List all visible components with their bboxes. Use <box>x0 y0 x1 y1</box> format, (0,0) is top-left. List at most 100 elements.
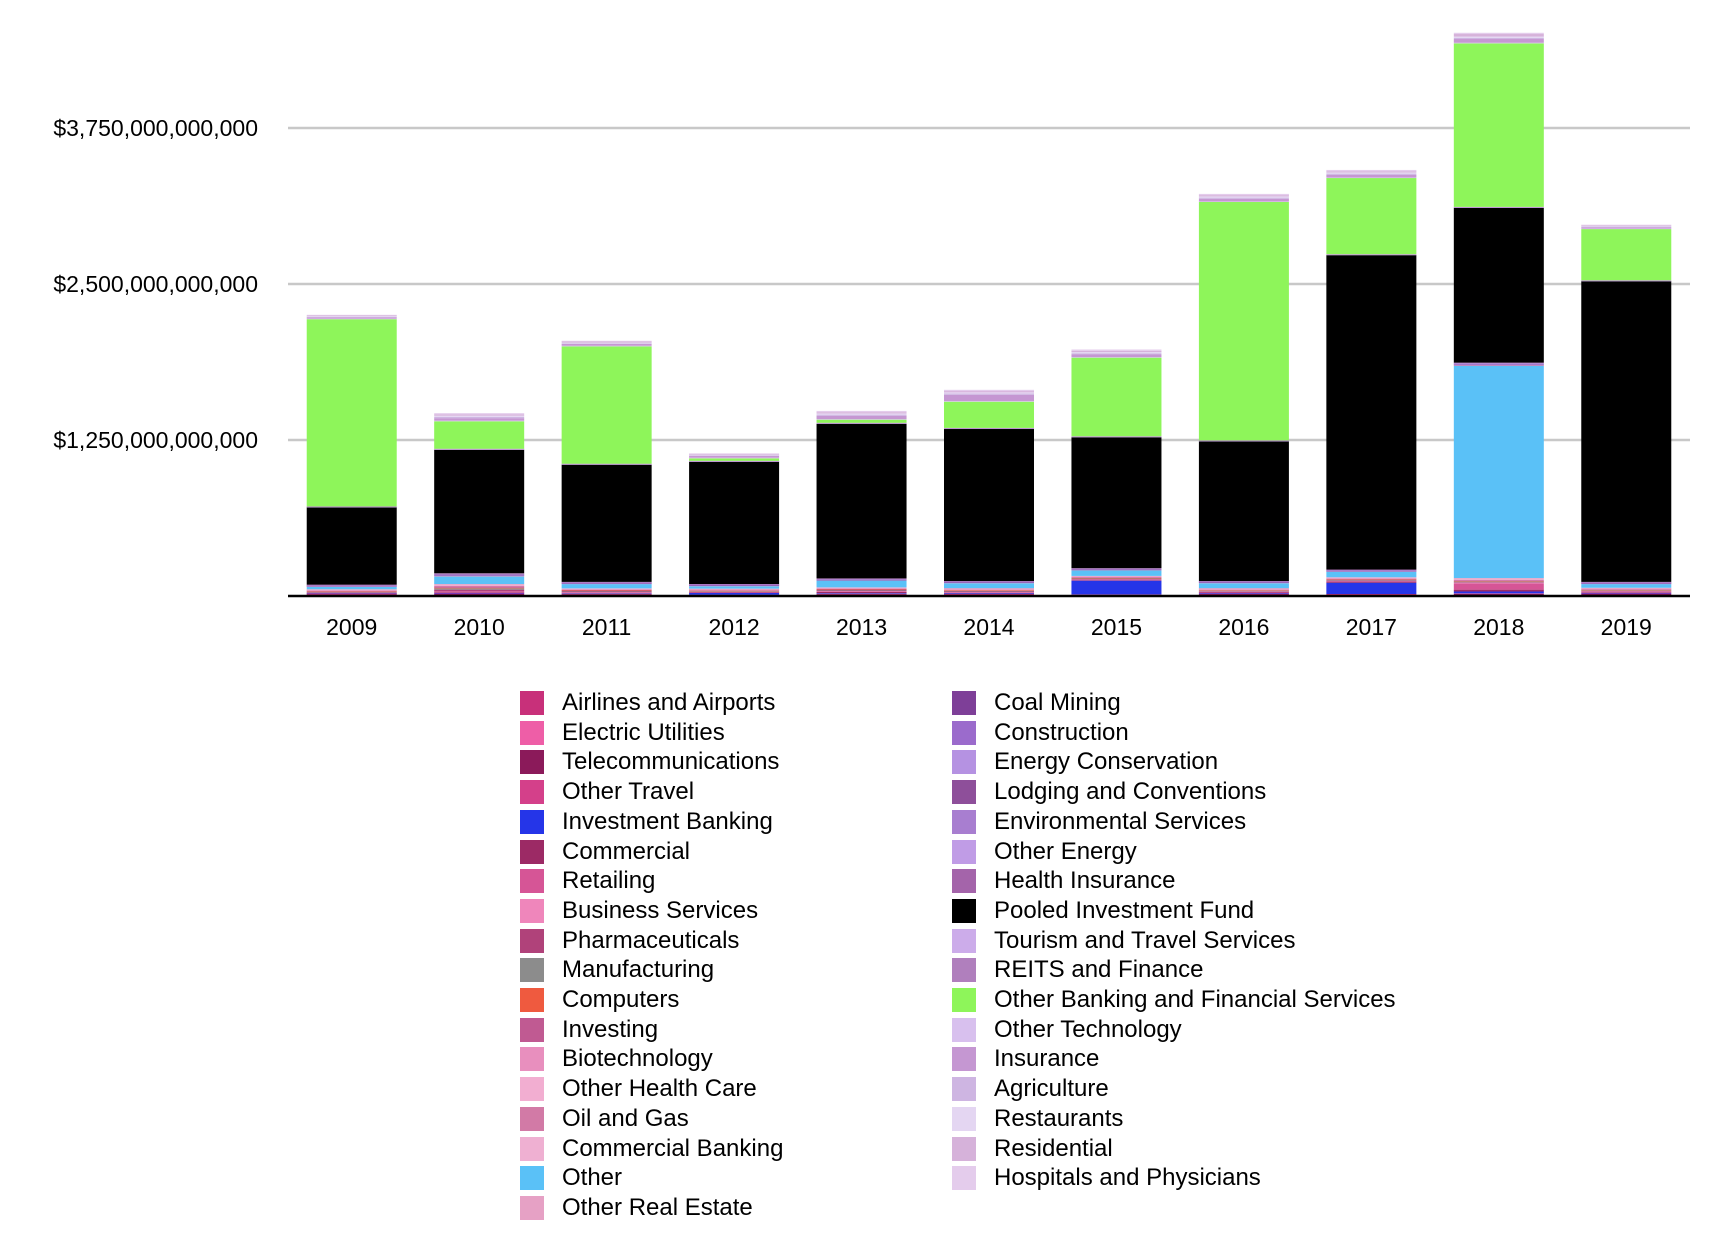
bar-segment <box>434 415 525 417</box>
bar-stack-2010 <box>434 413 525 597</box>
bar-segment <box>1198 583 1289 589</box>
legend-swatch <box>952 691 976 715</box>
bar-segment <box>434 576 525 585</box>
bar-segment <box>1453 363 1544 365</box>
bar-segment <box>944 588 1034 590</box>
legend-swatch <box>952 988 976 1012</box>
legend-item: Coal Mining <box>952 688 1392 718</box>
bar-segment <box>1071 357 1162 358</box>
bar-segment <box>1326 581 1417 582</box>
bar-segment <box>561 592 652 593</box>
bar-segment <box>1326 254 1417 255</box>
bar-segment <box>816 588 907 590</box>
bar-segment <box>816 578 907 579</box>
bar-segment <box>816 587 907 588</box>
bar-segment <box>816 413 907 415</box>
bar-segment <box>306 318 397 320</box>
bar-segment <box>689 458 780 461</box>
bar-segment <box>1453 32 1544 35</box>
bar-segment <box>561 588 652 590</box>
bar-segment <box>816 588 907 590</box>
bar-segment <box>1581 228 1672 230</box>
bar-segment <box>1326 173 1417 175</box>
bar-segment <box>1198 588 1289 590</box>
bar-segment <box>1581 588 1672 589</box>
bar-segment <box>816 591 907 593</box>
bar-segment <box>1326 578 1417 579</box>
bar-segment <box>434 588 525 590</box>
legend-item: REITS and Finance <box>952 955 1392 985</box>
bar-segment <box>1453 578 1544 579</box>
bar-segment <box>1326 577 1417 578</box>
bar-segment <box>816 593 907 595</box>
bar-segment <box>434 589 525 592</box>
bar-segment <box>306 589 397 591</box>
legend-swatch <box>520 869 544 894</box>
bar-segment <box>1581 227 1672 229</box>
legend-swatch <box>520 898 544 923</box>
legend-swatch <box>952 720 976 745</box>
bar-segment <box>561 588 652 589</box>
bar-segment <box>1326 582 1417 595</box>
legend-label: Pharmaceuticals <box>562 926 740 954</box>
bar-segment <box>306 316 397 318</box>
legend-label: Pooled Investment Fund <box>994 896 1255 924</box>
bar-segment <box>306 593 397 595</box>
y-tick-label: $1,250,000,000,000 <box>53 427 258 453</box>
bar-segment <box>1326 577 1417 579</box>
legend-label: Restaurants <box>994 1104 1124 1132</box>
bar-segment <box>561 581 652 583</box>
bar-segment <box>1198 588 1289 589</box>
bar-segment <box>1453 364 1544 365</box>
bar-segment <box>689 455 780 458</box>
legend-swatch <box>952 1047 976 1072</box>
bar-segment <box>689 461 780 585</box>
bar-stack-2014 <box>944 389 1034 597</box>
bar-segment <box>689 586 780 589</box>
bar-segment <box>306 506 397 508</box>
bar-segment <box>689 453 780 454</box>
bar-segment <box>434 584 525 586</box>
bar-stack-2012 <box>689 453 780 597</box>
bar-segment <box>1326 178 1417 255</box>
bar-segment <box>434 575 525 576</box>
bar-segment <box>1198 202 1289 441</box>
legend-label: Commercial <box>562 837 691 865</box>
legend-label: Lodging and Conventions <box>994 778 1267 806</box>
bar-segment <box>1581 593 1672 595</box>
bar-segment <box>1581 225 1672 227</box>
bar-segment <box>944 394 1034 402</box>
bar-segment <box>434 448 525 450</box>
bar-segment <box>434 421 525 449</box>
legend-swatch <box>952 750 976 775</box>
legend-item: Pharmaceuticals <box>520 926 960 956</box>
bar-segment <box>1071 357 1162 437</box>
bar-segment <box>1326 172 1417 174</box>
legend-label: Retailing <box>562 867 656 895</box>
bar-segment <box>1581 587 1672 589</box>
bar-segment <box>561 345 652 347</box>
bar-segment <box>816 414 907 416</box>
bar-segment <box>1581 590 1672 591</box>
bar-segment <box>689 584 780 585</box>
bar-segment <box>816 423 907 579</box>
bar-segment <box>689 590 780 591</box>
bar-segment <box>1326 171 1417 173</box>
legend-label: Other <box>562 1164 623 1192</box>
bar-segment <box>434 449 525 574</box>
bar-segment <box>1581 224 1672 226</box>
legend-swatch <box>520 750 544 775</box>
bar-segment <box>1071 577 1162 578</box>
x-tick-label: 2015 <box>1091 614 1142 640</box>
bar-segment <box>1453 365 1544 366</box>
legend-label: Commercial Banking <box>562 1134 784 1162</box>
x-tick-label: 2016 <box>1218 614 1269 640</box>
bar-segment <box>689 454 780 456</box>
x-tick-label: 2011 <box>582 614 631 640</box>
bar-segment <box>434 586 525 588</box>
bar-segment <box>1071 580 1162 595</box>
bar-segment <box>816 587 907 589</box>
bar-segment <box>1071 578 1162 580</box>
legend-label: Health Insurance <box>994 867 1176 895</box>
x-tick-label: 2014 <box>963 614 1014 640</box>
